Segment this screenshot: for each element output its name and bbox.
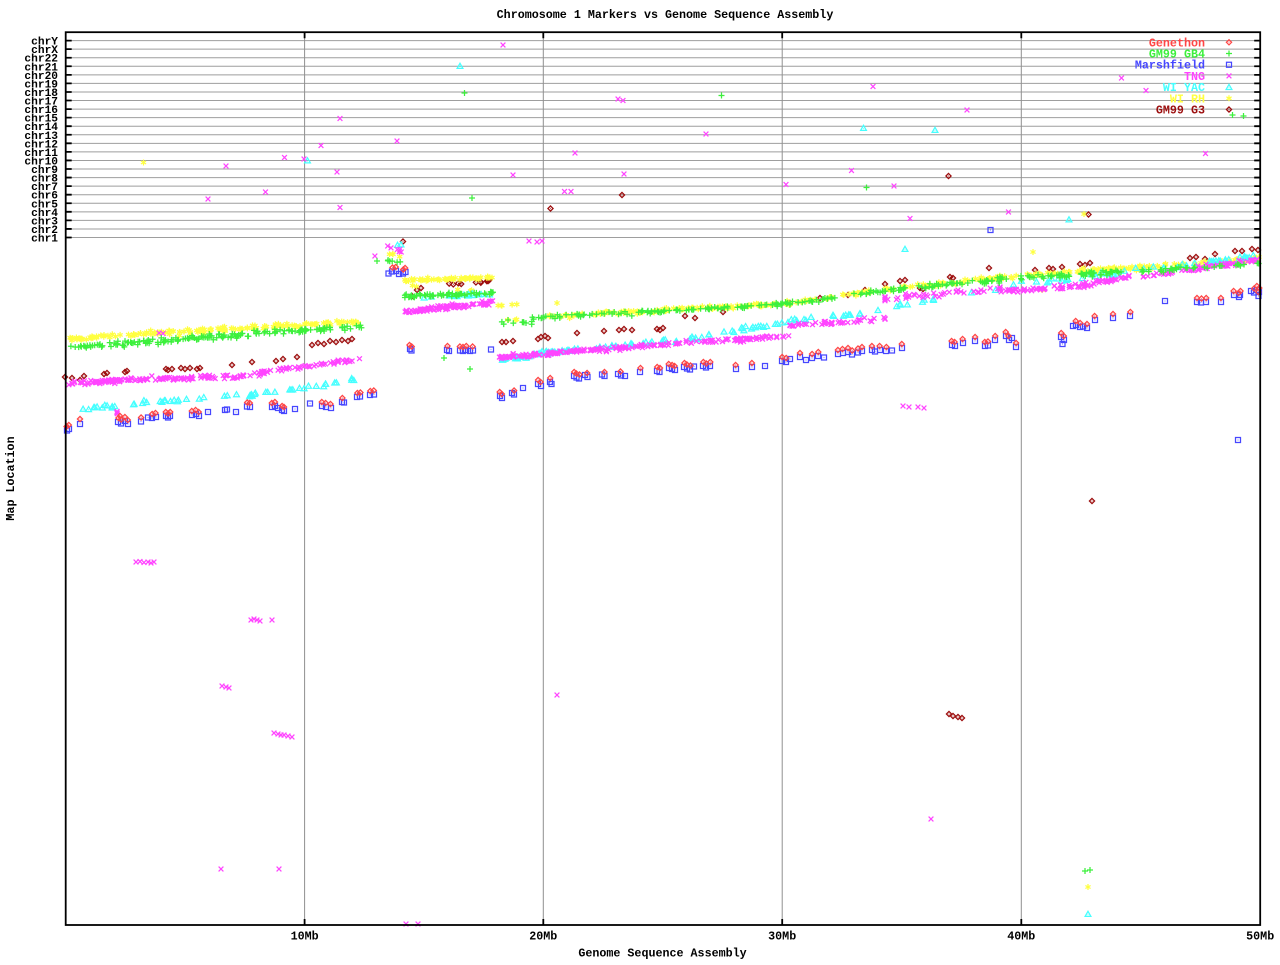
svg-text:chr13: chr13 xyxy=(24,131,58,143)
svg-text:20Mb: 20Mb xyxy=(529,930,557,944)
svg-text:WI YAC: WI YAC xyxy=(1163,81,1205,95)
svg-text:Map Location: Map Location xyxy=(4,436,18,520)
svg-text:chr8: chr8 xyxy=(31,174,58,186)
svg-text:chr11: chr11 xyxy=(24,148,58,160)
svg-text:50Mb: 50Mb xyxy=(1246,930,1274,944)
svg-text:chr16: chr16 xyxy=(24,105,58,117)
svg-text:WI RH: WI RH xyxy=(1170,92,1205,106)
svg-text:chr7: chr7 xyxy=(31,182,58,194)
svg-text:chr3: chr3 xyxy=(31,216,58,228)
svg-text:chr22: chr22 xyxy=(24,54,58,66)
svg-text:chr12: chr12 xyxy=(24,139,58,151)
svg-text:chrX: chrX xyxy=(31,45,58,57)
svg-text:chr5: chr5 xyxy=(31,199,58,211)
svg-text:chr6: chr6 xyxy=(31,191,58,203)
svg-text:chr9: chr9 xyxy=(31,165,58,177)
svg-text:GM99 GB4: GM99 GB4 xyxy=(1149,48,1205,62)
svg-text:Marshfield: Marshfield xyxy=(1135,59,1205,73)
svg-text:chr21: chr21 xyxy=(24,62,58,74)
svg-text:chr18: chr18 xyxy=(24,88,58,100)
svg-text:40Mb: 40Mb xyxy=(1007,930,1035,944)
svg-text:chr20: chr20 xyxy=(24,71,58,83)
svg-text:TNG: TNG xyxy=(1184,70,1205,84)
svg-text:chr15: chr15 xyxy=(24,114,58,126)
svg-text:Genethon: Genethon xyxy=(1149,36,1205,50)
svg-text:chr17: chr17 xyxy=(24,97,58,109)
svg-text:chr14: chr14 xyxy=(24,122,58,134)
svg-text:chr10: chr10 xyxy=(24,156,58,168)
svg-text:chr1: chr1 xyxy=(31,234,58,246)
svg-text:chr4: chr4 xyxy=(31,208,58,220)
svg-text:chr19: chr19 xyxy=(24,79,58,91)
svg-text:GM99 G3: GM99 G3 xyxy=(1156,104,1205,118)
svg-text:Chromosome 1 Markers vs Genome: Chromosome 1 Markers vs Genome Sequence … xyxy=(497,8,834,22)
svg-text:chrY: chrY xyxy=(31,37,58,49)
svg-text:chr2: chr2 xyxy=(31,225,58,237)
svg-text:30Mb: 30Mb xyxy=(768,930,796,944)
svg-text:Genome Sequence Assembly: Genome Sequence Assembly xyxy=(578,947,746,961)
svg-text:10Mb: 10Mb xyxy=(291,930,319,944)
